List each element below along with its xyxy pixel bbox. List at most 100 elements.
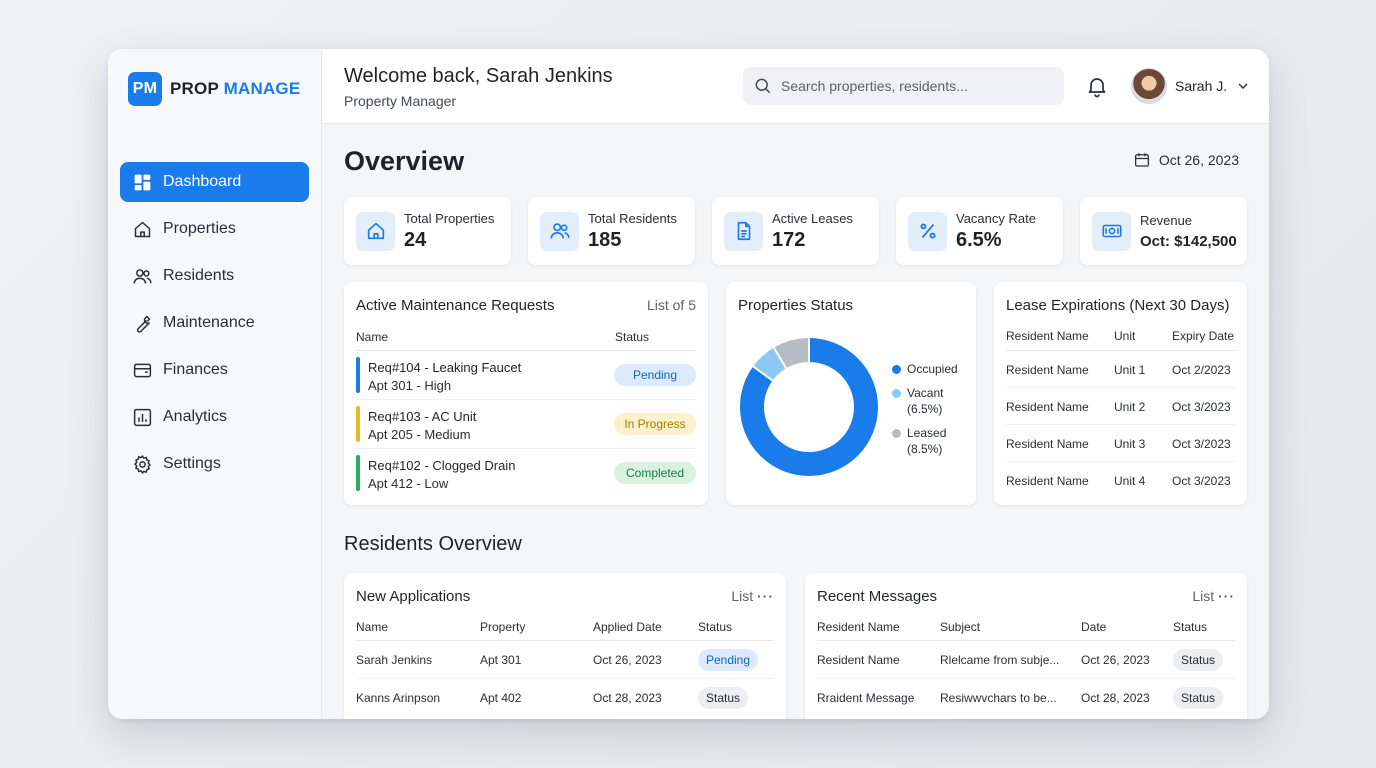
sidebar-item-settings[interactable]: Settings [120,444,309,484]
column-header: Status [615,330,650,344]
legend-dot [892,429,901,438]
chevron-down-icon [1238,83,1248,89]
legend-dot [892,389,901,398]
table-row[interactable]: Resident Name Rlelcame from subje... Oct… [817,641,1235,679]
sidebar-item-finances[interactable]: Finances [120,350,309,390]
cash-icon [1102,224,1121,238]
table-header: Resident Name Subject Date Status [817,620,1235,641]
status-badge: Status [1173,687,1223,709]
stat-card-residents[interactable]: Total Residents 185 [528,197,695,265]
calendar-icon [1134,153,1149,167]
search-input[interactable] [781,78,1041,94]
column-header: Name [356,330,389,344]
legend-label: Leased (8.5%) [907,426,947,456]
recent-messages-card: Recent Messages List ··· Resident Name S… [805,573,1247,719]
main-content: Welcome back, Sarah Jenkins Property Man… [322,49,1269,719]
table-row[interactable]: Kanns Arinpson Apt 402 Oct 28, 2023 Stat… [356,679,774,717]
sidebar-nav: Dashboard Properties Residents Maintenan… [120,162,309,491]
maintenance-card: Active Maintenance Requests List of 5 Na… [344,282,708,505]
cell-name: Resident Name [817,653,900,667]
legend-dot [892,365,901,374]
stat-card-leases[interactable]: Active Leases 172 [712,197,879,265]
table-row[interactable]: Resident Name Unit 2 Oct 3/2023 [1006,388,1235,425]
chart-icon [133,408,152,426]
priority-bar [356,357,360,393]
top-bar: Welcome back, Sarah Jenkins Property Man… [322,49,1269,124]
status-badge: Status [698,687,748,709]
stat-card-revenue[interactable]: Revenue Oct: $142,500 [1080,197,1247,265]
cell-name: Sarah Jenkins [356,653,433,667]
cell-unit: Unit 1 [1114,363,1146,377]
more-icon: ··· [757,588,774,604]
stats-row: Total Properties 24 Total Residents 185 Ac… [344,197,1247,265]
status-badge: In Progress [614,413,696,435]
bell-icon[interactable] [1085,74,1109,98]
sidebar-item-label: Settings [163,455,221,472]
legend-item-occupied: Occupied [892,361,958,377]
sidebar-item-label: Properties [163,220,236,237]
column-header: Applied Date [593,620,662,634]
cell-subject: Resiwwvchars to be... [940,691,1057,705]
list-count[interactable]: List of 5 [646,297,696,313]
dashboard-icon [134,174,151,190]
sidebar-item-dashboard[interactable]: Dashboard [120,162,309,202]
sidebar: PM PROP MANAGE Dashboard Properties Resi… [108,49,322,719]
stat-value: 172 [772,228,806,251]
column-header: Property [480,620,526,634]
cell-date: Oct 28, 2023 [593,691,662,705]
table-row[interactable]: Rraident Message Resiwwvchars to be... O… [817,679,1235,717]
stat-card-vacancy[interactable]: Vacancy Rate 6.5% [896,197,1063,265]
search-bar[interactable] [743,67,1064,105]
priority-bar [356,406,360,442]
list-menu[interactable]: List ··· [731,588,774,604]
table-row[interactable]: Resident Name Unit 3 Oct 3/2023 [1006,425,1235,462]
sidebar-item-properties[interactable]: Properties [120,209,309,249]
sidebar-item-maintenance[interactable]: Maintenance [120,303,309,343]
cell-date: Oct 26, 2023 [1081,653,1150,667]
welcome-block: Welcome back, Sarah Jenkins Property Man… [344,65,613,109]
card-title: Properties Status [738,297,854,314]
sidebar-item-analytics[interactable]: Analytics [120,397,309,437]
table-row[interactable]: Resident Name Unit 4 Oct 3/2023 [1006,462,1235,499]
cell-resident: Resident Name [1006,437,1089,451]
app-window: PM PROP MANAGE Dashboard Properties Resi… [108,49,1269,719]
percent-icon [919,223,936,239]
slice-separator [752,365,774,382]
column-header: Status [1173,620,1208,634]
priority-bar [356,455,360,491]
request-detail: Apt 205 - Medium [368,427,471,442]
date-display[interactable]: Oct 26, 2023 [1133,151,1239,169]
table-row[interactable]: Resident Name Unit 1 Oct 2/2023 [1006,351,1235,388]
cell-subject: Rlelcame from subje... [940,653,1060,667]
cell-date: Oct 26, 2023 [593,653,662,667]
list-menu[interactable]: List ··· [1192,588,1235,604]
section-title: Residents Overview [344,533,522,555]
sidebar-item-label: Finances [163,361,228,378]
request-detail: Apt 412 - Low [368,476,449,491]
stat-label: Total Residents [588,210,677,226]
maintenance-row[interactable]: Req#104 - Leaking Faucet Apt 301 - High … [356,351,696,400]
maintenance-row[interactable]: Req#103 - AC Unit Apt 205 - Medium In Pr… [356,400,696,449]
sidebar-item-label: Maintenance [163,314,255,331]
stat-value: 24 [404,228,427,251]
sidebar-item-label: Analytics [163,408,228,425]
card-title: Lease Expirations (Next 30 Days) [1006,297,1230,314]
cell-unit: Unit 2 [1114,400,1146,414]
request-title: Req#103 - AC Unit [368,409,477,424]
stat-card-properties[interactable]: Total Properties 24 [344,197,511,265]
legend-item-leased: Leased (8.5%) [892,425,958,457]
cell-expiry: Oct 3/2023 [1172,437,1231,451]
column-header: Subject [940,620,981,634]
cell-property: Apt 402 [480,691,522,705]
sidebar-item-residents[interactable]: Residents [120,256,309,296]
logo[interactable]: PM PROP MANAGE [128,72,300,106]
stat-value: Oct: $142,500 [1140,232,1237,250]
user-menu[interactable]: Sarah J. [1131,68,1251,104]
sidebar-item-label: Residents [163,267,235,284]
table-row[interactable]: Sarah Jenkins Apt 301 Oct 26, 2023 Pendi… [356,641,774,679]
donut-chart[interactable] [734,332,884,482]
cell-property: Apt 301 [480,653,522,667]
maintenance-row[interactable]: Req#102 - Clogged Drain Apt 412 - Low Co… [356,449,696,498]
cell-date: Oct 28, 2023 [1081,691,1150,705]
column-header: Status [698,620,733,634]
